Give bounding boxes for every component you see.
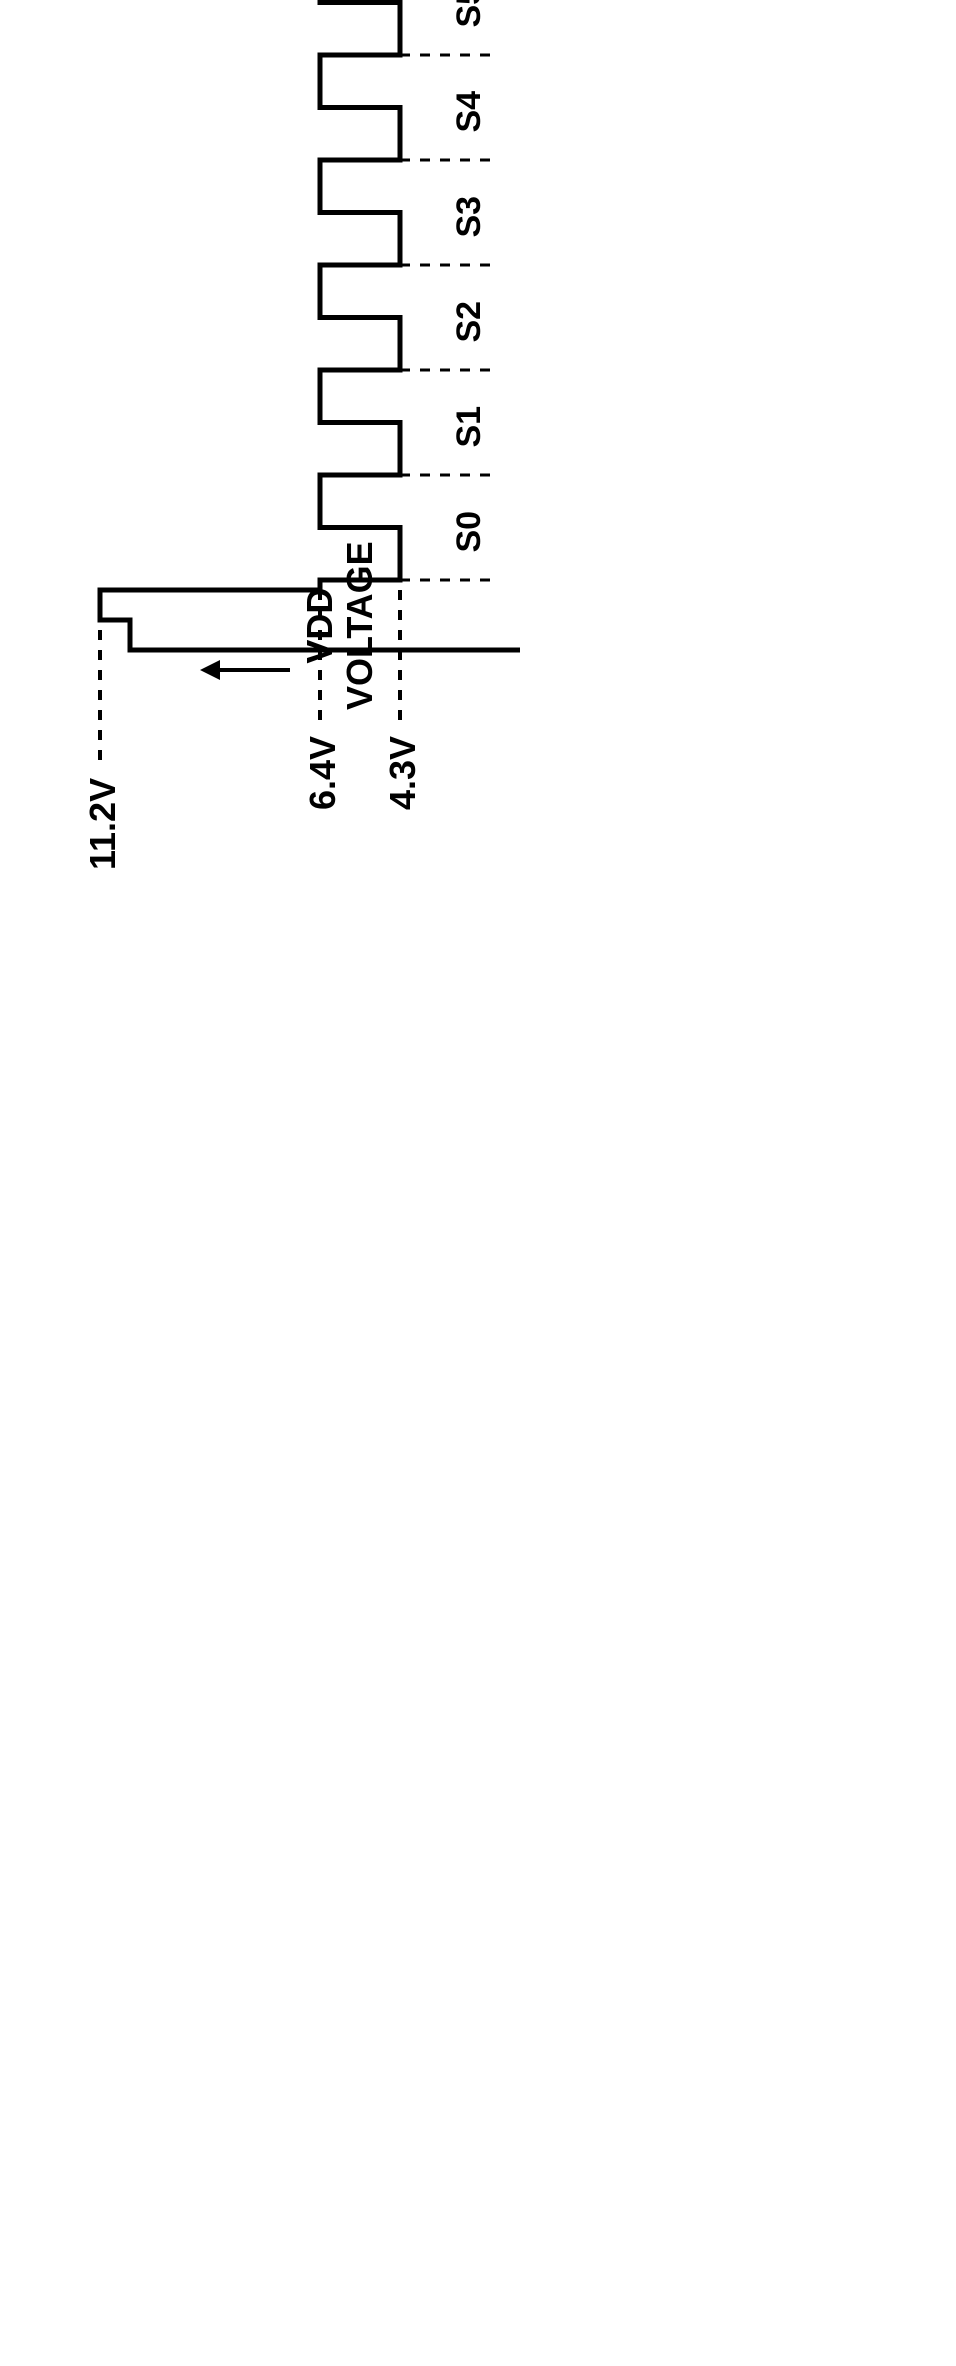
- slot-label-S4: S4: [450, 91, 489, 133]
- slot-label-S3: S3: [450, 196, 489, 238]
- slot-label-S5: S5: [450, 0, 489, 28]
- label-6v: 6.4V: [302, 736, 344, 810]
- vdd-voltage-label: VDD VOLTAGE: [300, 541, 379, 710]
- slot-label-S1: S1: [450, 406, 489, 448]
- figure-container: 11.2V 6.4V 4.3V VDD VOLTAGE TIME S0S1S2S…: [60, 200, 956, 800]
- vdd-text: VDD VOLTAGE: [300, 541, 379, 710]
- label-11v: 11.2V: [82, 778, 124, 870]
- label-4v: 4.3V: [382, 736, 424, 810]
- slot-label-S2: S2: [450, 301, 489, 343]
- chart-area: 11.2V 6.4V 4.3V VDD VOLTAGE TIME S0S1S2S…: [60, 0, 660, 800]
- y-axis-arrow: [200, 660, 290, 680]
- waveform-svg: [60, 0, 760, 800]
- slot-dividers: [320, 0, 490, 580]
- slot-label-S0: S0: [450, 511, 489, 553]
